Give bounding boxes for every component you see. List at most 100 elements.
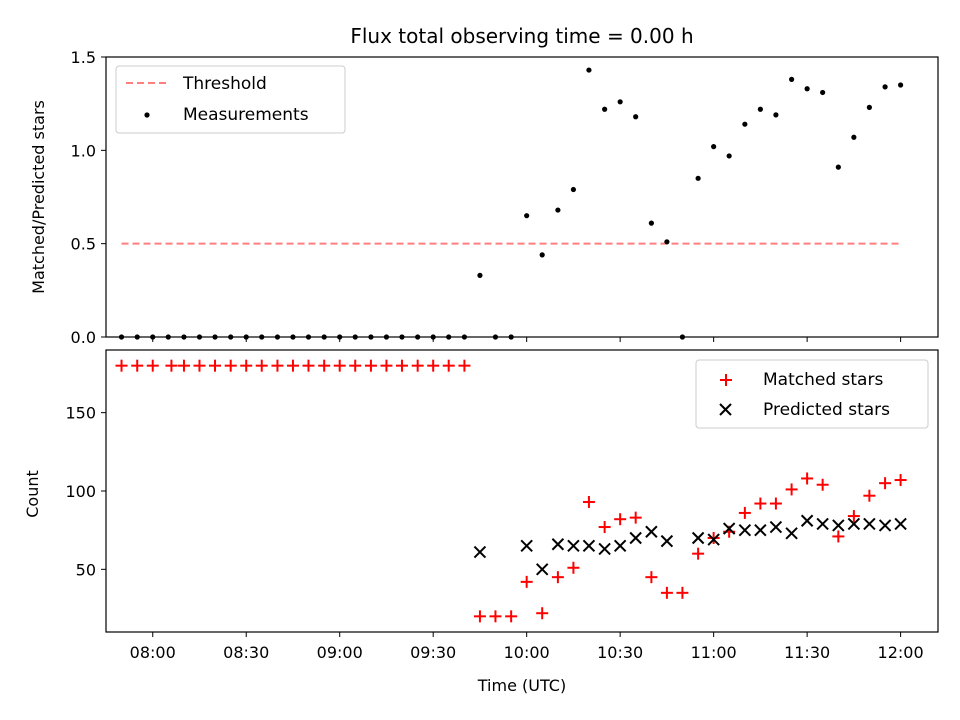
matched-star-point — [536, 607, 549, 620]
predicted-star-point — [551, 538, 565, 551]
measurement-point — [695, 175, 701, 181]
predicted-star-point — [754, 523, 767, 537]
measurement-point — [804, 86, 810, 92]
predicted-star-point — [598, 542, 611, 556]
measurement-point — [570, 186, 577, 193]
matched-star-point — [411, 359, 424, 372]
legend-threshold-label: Threshold — [182, 74, 267, 94]
predicted-star-point — [691, 531, 705, 545]
measurement-point — [539, 252, 545, 258]
legend-predicted-label: Predicted stars — [763, 400, 890, 420]
matched-star-point — [785, 483, 798, 496]
bottom-legend: Matched stars Predicted stars — [695, 359, 929, 429]
matched-star-point — [131, 359, 144, 372]
measurement-point — [524, 213, 530, 219]
top-legend-box — [115, 65, 346, 134]
matched-star-point — [598, 521, 611, 534]
x-tick-label: 12:00 — [878, 643, 924, 662]
matched-star-point — [473, 610, 486, 623]
matched-star-point — [240, 359, 253, 372]
measurement-point — [820, 89, 826, 96]
predicted-star-point — [582, 539, 596, 553]
predicted-star-point — [769, 520, 783, 534]
bottom-y-axis-label: Count — [23, 470, 42, 518]
y-tick-label: 100 — [65, 482, 96, 501]
measurement-point — [773, 112, 779, 118]
measurement-point — [555, 207, 561, 213]
measurement-point — [617, 99, 623, 105]
predicted-star-point — [535, 563, 549, 576]
predicted-star-point — [660, 534, 674, 548]
matched-star-point — [660, 586, 673, 599]
legend-predicted-swatch — [719, 403, 732, 416]
measurement-point — [851, 134, 857, 140]
matched-star-point — [676, 586, 689, 599]
matched-star-point — [520, 575, 533, 588]
matched-star-point — [349, 359, 362, 372]
x-axis-label: Time (UTC) — [477, 676, 566, 695]
matched-star-point — [177, 359, 190, 372]
matched-star-point — [754, 497, 767, 510]
measurement-point — [882, 84, 888, 90]
matched-star-point — [832, 530, 845, 543]
x-tick-label: 11:00 — [691, 643, 737, 662]
matched-star-point — [458, 359, 471, 372]
y-tick-label: 0.0 — [71, 328, 96, 347]
legend-measurements-swatch — [144, 112, 150, 118]
matched-star-point — [738, 506, 751, 519]
x-tick-label: 10:00 — [504, 643, 550, 662]
matched-star-point — [489, 610, 502, 623]
matched-star-point — [629, 511, 642, 524]
top-plot-area: 0.0 0.5 1.0 1.5 — [71, 48, 939, 347]
matched-star-point — [224, 359, 237, 372]
matched-star-point — [847, 510, 860, 523]
legend-matched-swatch — [720, 374, 732, 386]
predicted-star-point — [878, 519, 892, 532]
matched-star-point — [380, 359, 393, 372]
measurement-point — [742, 121, 748, 127]
matched-star-point — [165, 359, 178, 372]
measurement-point — [477, 272, 483, 278]
measurement-point — [866, 104, 872, 110]
matched-star-point — [286, 359, 299, 372]
top-y-axis-label: Matched/Predicted stars — [29, 100, 48, 294]
bottom-legend-box — [695, 359, 929, 429]
predicted-star-point — [816, 517, 829, 531]
matched-star-point — [427, 359, 440, 372]
matched-star-point — [395, 359, 408, 372]
predicted-star-point — [473, 545, 487, 559]
predicted-star-point — [567, 539, 580, 553]
y-tick-label: 1.5 — [71, 48, 96, 67]
matched-star-point — [614, 513, 627, 526]
matched-star-point — [645, 571, 658, 584]
matched-star-point — [567, 561, 580, 574]
predicted-star-point — [894, 517, 907, 531]
top-chart-title: Flux total observing time = 0.00 h — [350, 24, 693, 48]
matched-star-point — [146, 359, 159, 372]
measurement-point — [789, 76, 795, 82]
legend-measurements-label: Measurements — [183, 105, 309, 125]
bottom-plot-frame — [105, 349, 939, 633]
measurement-point — [602, 106, 608, 112]
matched-star-point — [333, 359, 346, 372]
matched-star-point — [692, 547, 705, 560]
matched-star-point — [115, 359, 128, 372]
predicted-star-point — [613, 539, 627, 553]
predicted-star-point — [520, 539, 533, 553]
x-tick-label: 09:00 — [317, 643, 363, 662]
matched-star-point — [271, 359, 284, 372]
y-tick-label: 1.0 — [71, 141, 96, 160]
matched-star-point — [769, 497, 782, 510]
matched-star-point — [582, 495, 595, 508]
predicted-star-point — [645, 525, 658, 538]
matched-star-point — [707, 532, 720, 544]
x-tick-label: 08:30 — [223, 643, 269, 662]
measurement-point — [648, 220, 654, 226]
matched-star-point — [879, 477, 892, 490]
measurement-point — [711, 144, 717, 150]
x-tick-label: 08:00 — [130, 643, 176, 662]
matched-star-point — [551, 571, 564, 584]
predicted-star-point — [722, 522, 736, 535]
x-tick-label: 10:30 — [597, 643, 643, 662]
matched-star-point — [302, 359, 315, 372]
